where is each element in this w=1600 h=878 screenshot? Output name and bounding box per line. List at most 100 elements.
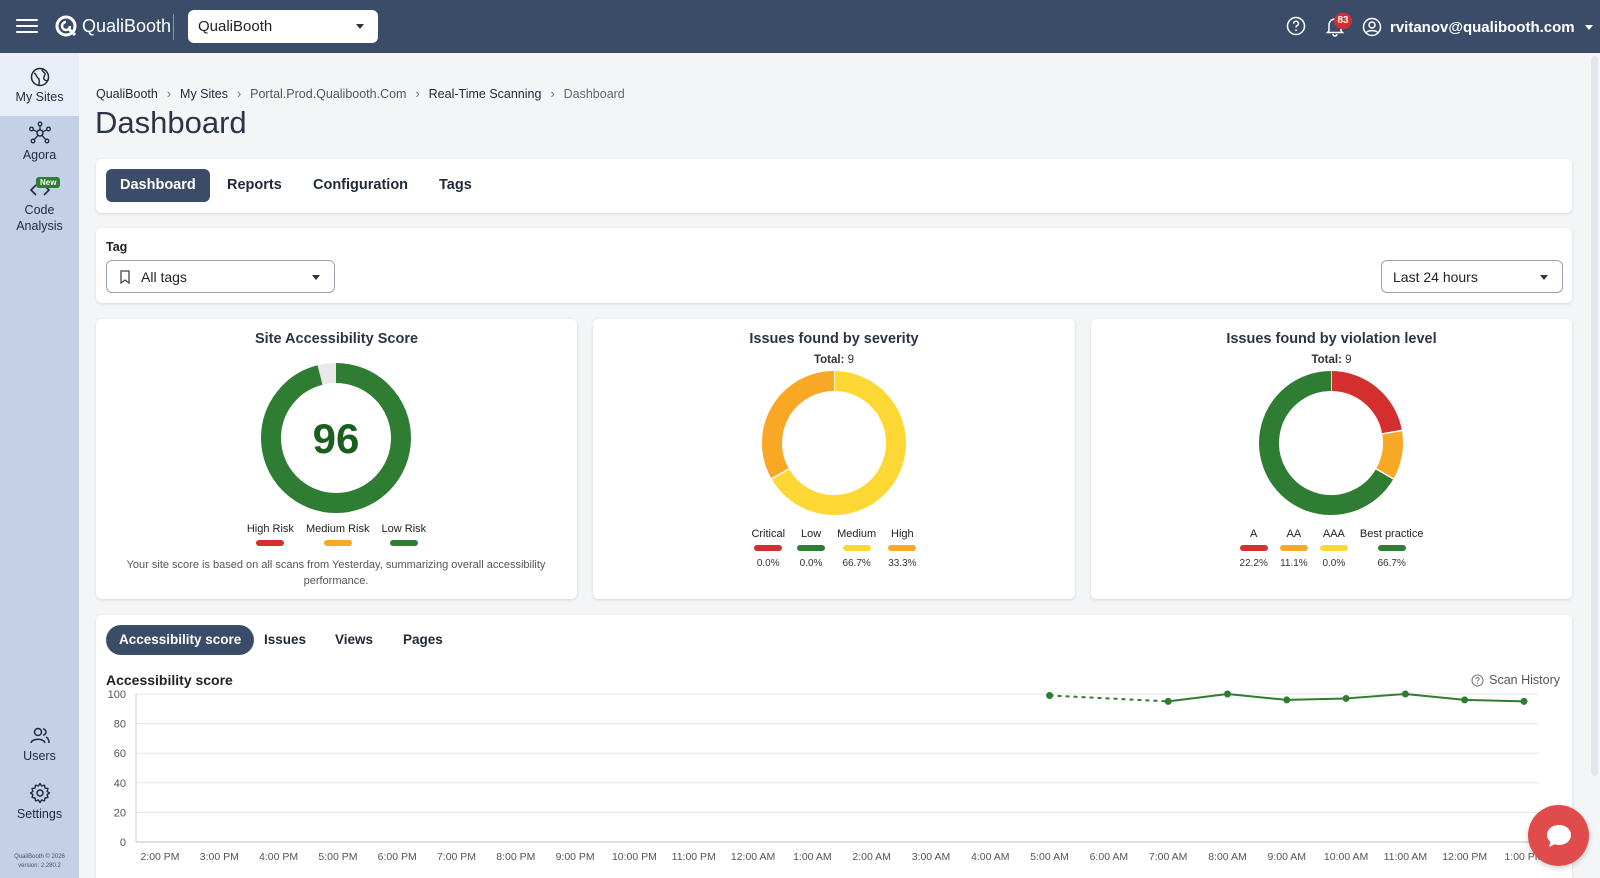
x-tick-label: 8:00 AM — [1208, 851, 1247, 863]
legend-item-low-risk: Low Risk — [381, 523, 427, 546]
violation-slice-a[interactable] — [1330, 371, 1402, 435]
top-divider — [173, 14, 174, 40]
breadcrumb-link[interactable]: QualiBooth — [96, 87, 158, 101]
legend-item-critical: Critical 0.0% — [751, 528, 785, 569]
site-selector-value: QualiBooth — [198, 18, 273, 35]
x-tick-label: 7:00 AM — [1149, 851, 1188, 863]
violation-slice-aa[interactable] — [1375, 430, 1403, 479]
sidebar-item-users[interactable]: Users — [0, 726, 79, 778]
legend-item-high: High 33.3% — [888, 528, 916, 569]
series-line-segment — [1227, 693, 1287, 701]
legend-percent: 0.0% — [1322, 558, 1346, 569]
legend-percent: 66.7% — [842, 558, 871, 569]
data-point[interactable] — [1342, 694, 1350, 702]
user-menu[interactable]: rvitanov@qualibooth.com — [1362, 14, 1593, 40]
legend-label: Critical — [751, 528, 786, 540]
hamburger-menu-icon[interactable] — [16, 16, 38, 36]
severity-card: Issues found by severity Total: 9 Critic… — [593, 319, 1075, 599]
chat-button[interactable] — [1528, 805, 1589, 866]
legend-label: AAA — [1322, 528, 1345, 540]
chevron-down-icon — [1540, 275, 1548, 280]
legend-label: AA — [1286, 528, 1302, 540]
x-tick-label: 4:00 AM — [971, 851, 1010, 863]
score-note: Your site score is based on all scans fr… — [126, 559, 546, 587]
severity-slice-high[interactable] — [762, 371, 835, 479]
legend-item-medium: Medium 66.7% — [837, 528, 876, 569]
total-value: 9 — [1345, 354, 1352, 366]
x-tick-label: 7:00 PM — [437, 851, 476, 863]
sidebar-item-agora[interactable]: Agora — [0, 121, 79, 177]
data-point[interactable] — [1164, 697, 1172, 705]
sidebar: My Sites Agora New Code Analysis Users S… — [0, 53, 79, 878]
sidebar-item-code-analysis[interactable]: New Code Analysis — [0, 177, 79, 239]
legend-swatch — [323, 540, 352, 546]
x-tick-label: 12:00 PM — [1442, 851, 1487, 863]
legend-swatch — [754, 545, 783, 551]
legend-swatch — [389, 540, 418, 546]
severity-slice-medium[interactable] — [771, 371, 906, 515]
brand-logo[interactable]: QualiBooth — [54, 14, 171, 38]
tab-tags[interactable]: Tags — [439, 177, 472, 193]
total-count: Total: 9 — [1091, 354, 1572, 366]
brand-name: QualiBooth — [82, 15, 172, 36]
slice-separator — [1375, 468, 1394, 480]
legend-label: Best practice — [1359, 528, 1424, 540]
sidebar-item-label: Code Analysis — [16, 203, 63, 233]
data-point[interactable] — [1046, 691, 1054, 699]
breadcrumb-link[interactable]: Real-Time Scanning — [428, 87, 542, 101]
chevron-right-icon: › — [236, 87, 242, 101]
subtab-accessibility-score[interactable]: Accessibility score — [106, 625, 255, 655]
data-point[interactable] — [1223, 690, 1231, 698]
breadcrumb-link[interactable]: My Sites — [180, 87, 228, 101]
slice-separator — [1382, 429, 1403, 435]
subtab-issues[interactable]: Issues — [264, 632, 307, 647]
site-selector[interactable]: QualiBooth — [188, 10, 378, 43]
total-count: Total: 9 — [593, 354, 1075, 366]
subtab-views[interactable]: Views — [335, 632, 374, 647]
tabs-card: Dashboard Reports Configuration Tags — [96, 159, 1572, 213]
sidebar-item-my-sites[interactable]: My Sites — [0, 53, 79, 116]
y-tick-label: 40 — [114, 778, 126, 790]
violation-slice-best-practice[interactable] — [1259, 371, 1394, 515]
violation-card: Issues found by violation level Total: 9… — [1091, 319, 1572, 599]
legend-item-a: A 22.2% — [1240, 528, 1268, 569]
globe-icon — [30, 67, 49, 87]
subtab-pages[interactable]: Pages — [403, 632, 443, 647]
x-tick-label: 12:00 AM — [731, 851, 775, 863]
page-scrollbar[interactable] — [1591, 56, 1598, 776]
x-tick-label: 1:00 AM — [793, 851, 832, 863]
score-donut: 96 — [261, 363, 411, 513]
data-point[interactable] — [1461, 696, 1469, 704]
x-tick-label: 2:00 PM — [140, 851, 179, 863]
x-tick-label: 6:00 PM — [378, 851, 417, 863]
legend-label: Low Risk — [381, 523, 427, 535]
bookmark-icon — [120, 269, 130, 284]
series-line-segment — [1346, 693, 1406, 700]
time-range-select[interactable]: Last 24 hours — [1381, 260, 1563, 293]
data-point[interactable] — [1283, 696, 1291, 704]
breadcrumb-link[interactable]: Portal.Prod.Qualibooth.Com — [250, 87, 407, 101]
version-footer: QualiBooth © 2026 version: 2.280.2 — [0, 853, 79, 871]
data-point[interactable] — [1520, 697, 1528, 705]
series-line-segment — [1049, 694, 1169, 703]
legend-percent: 66.7% — [1377, 558, 1406, 569]
scan-history-link[interactable]: Scan History — [1471, 673, 1560, 687]
y-tick-label: 80 — [114, 719, 126, 731]
data-point[interactable] — [1401, 690, 1409, 698]
tab-configuration[interactable]: Configuration — [313, 177, 409, 193]
score-line-chart: 0 20 40 60 80 100 2:00 PM 3:00 PM 4:00 PM 5:00 PM… — [108, 689, 1544, 863]
x-tick-label: 10:00 PM — [612, 851, 657, 863]
legend-label: High — [891, 528, 914, 540]
sidebar-item-settings[interactable]: Settings — [0, 782, 79, 834]
x-tick-label: 2:00 AM — [852, 851, 891, 863]
series-line-segment — [1464, 698, 1525, 703]
page-title: Dashboard — [95, 105, 247, 140]
time-range-value: Last 24 hours — [1393, 268, 1478, 285]
tab-reports[interactable]: Reports — [227, 177, 282, 193]
tag-filter-select[interactable]: All tags — [106, 260, 335, 293]
help-icon — [1471, 673, 1484, 687]
help-icon[interactable] — [1286, 16, 1306, 36]
y-tick-label: 60 — [114, 748, 126, 760]
legend-swatch — [842, 545, 871, 551]
tab-dashboard[interactable]: Dashboard — [106, 169, 210, 202]
